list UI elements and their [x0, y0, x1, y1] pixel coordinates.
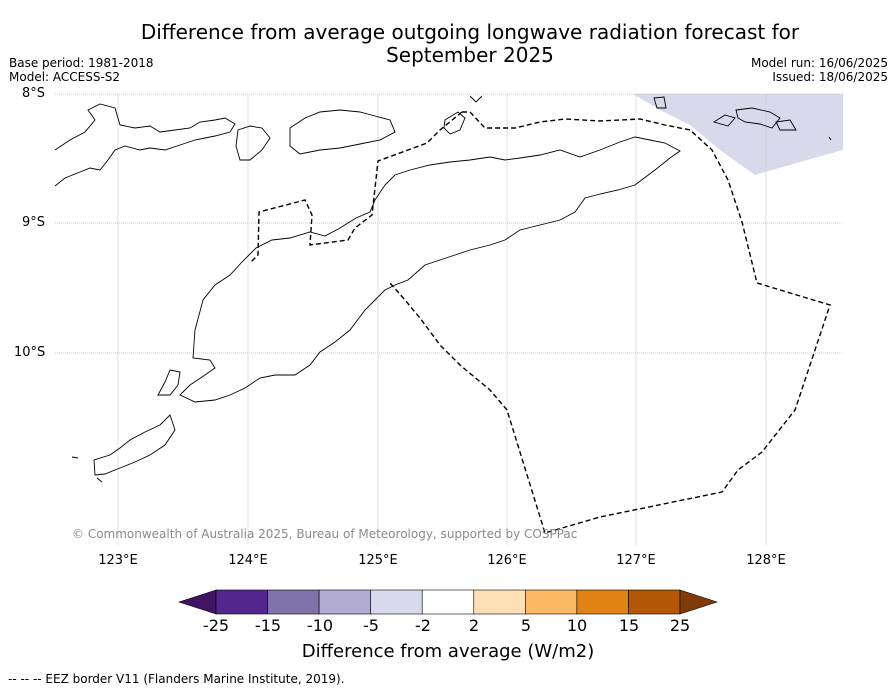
copyright-notice: © Commonwealth of Australia 2025, Bureau…	[72, 527, 578, 541]
issued-date: Issued: 18/06/2025	[772, 70, 888, 84]
colorbar-label-2: -10	[306, 616, 334, 635]
colorbar-label-1: -15	[254, 616, 282, 635]
eez-footnote: -- -- -- EEZ border V11 (Flanders Marine…	[8, 672, 345, 686]
colorbar-label-8: 15	[618, 616, 640, 635]
map-title-line1: Difference from average outgoing longwav…	[140, 20, 800, 44]
colorbar-label-9: 25	[669, 616, 691, 635]
coastline-wetar-2	[712, 114, 736, 127]
coastline-wetar-4	[775, 119, 797, 131]
model-run: Model run: 16/06/2025	[750, 56, 888, 70]
anomaly-fill-region	[633, 94, 843, 175]
coastline-timor	[179, 136, 681, 403]
coastline-wetar-1	[653, 96, 667, 109]
eez-border	[249, 111, 831, 534]
map-title-line2: September 2025	[386, 43, 554, 67]
coastline-lembata	[289, 109, 396, 155]
colorbar-label-4: -2	[415, 616, 431, 635]
lon-tick-125e: 125°E	[358, 553, 398, 568]
coastline-islet-1	[71, 456, 79, 459]
lon-tick-128e: 128°E	[746, 553, 786, 568]
coastline-wetar-3	[735, 107, 781, 129]
lon-tick-127e: 127°E	[616, 553, 656, 568]
coastline-rote	[157, 369, 181, 396]
colorbar-label-0: -25	[202, 616, 230, 635]
lat-tick-10s: 10°S	[14, 345, 46, 360]
colorbar-label-7: 10	[566, 616, 588, 635]
lat-tick-9s: 9°S	[22, 215, 46, 230]
colorbar-label-5: 2	[468, 616, 480, 635]
eez-border-west	[249, 111, 463, 264]
coastlines	[54, 95, 832, 483]
coastline-flores-east	[235, 125, 271, 161]
coastline-wetar-5	[828, 136, 832, 141]
lon-tick-123e: 123°E	[98, 553, 138, 568]
lon-tick-126e: 126°E	[487, 553, 527, 568]
coastline-islet-2	[96, 477, 103, 483]
coastline-alor	[443, 111, 466, 135]
coastline-alor-2	[469, 95, 483, 103]
base-period: Base period: 1981-2018	[9, 56, 154, 70]
eez-border-main	[389, 111, 831, 534]
lon-tick-124e: 124°E	[228, 553, 268, 568]
gridlines	[55, 93, 843, 545]
lat-tick-8s: 8°S	[22, 86, 46, 101]
colorbar-label-6: 5	[520, 616, 532, 635]
colorbar-label-3: -5	[363, 616, 379, 635]
colorbar-title: Difference from average (W/m2)	[301, 641, 595, 662]
model-name: Model: ACCESS-S2	[9, 70, 121, 84]
coastline-savu	[93, 414, 176, 476]
coastline-flores	[54, 103, 236, 187]
